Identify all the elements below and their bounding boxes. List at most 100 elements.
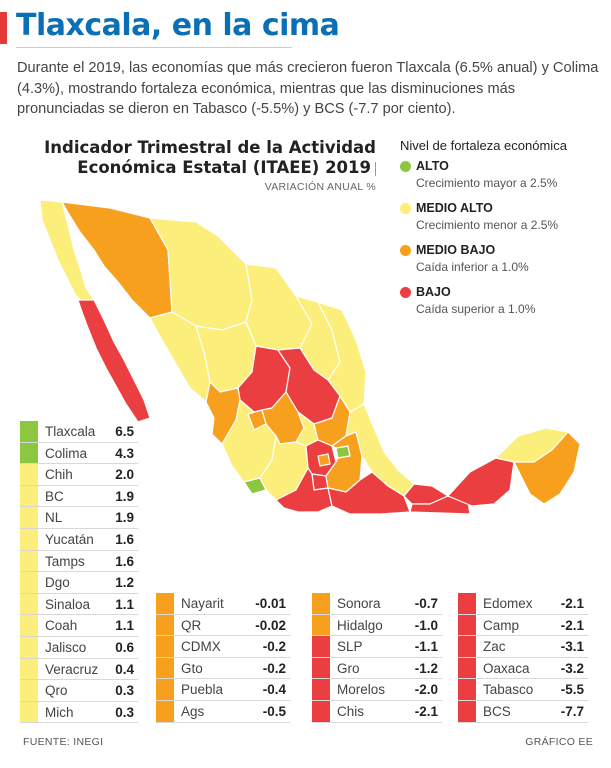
state-value: -0.2 — [262, 639, 286, 655]
table-row: Yucatán 1.6 — [20, 528, 138, 551]
state-value: -2.0 — [414, 682, 438, 698]
state-value: 2.0 — [115, 467, 134, 483]
state-name: Morelos — [337, 682, 386, 698]
level-swatch — [20, 636, 38, 658]
level-swatch — [20, 593, 38, 615]
state-name: Colima — [45, 445, 88, 461]
state-value: -1.0 — [414, 617, 438, 633]
legend-dot-medio-bajo-icon — [400, 245, 411, 256]
state-name: NL — [45, 510, 63, 526]
state-name: Chis — [337, 703, 365, 719]
state-name: Puebla — [181, 682, 224, 698]
state-name: Oaxaca — [483, 660, 530, 676]
level-swatch — [20, 680, 38, 701]
state-name: Mich — [45, 704, 74, 720]
map-state-camp — [447, 457, 515, 507]
map-state-bcs — [77, 299, 151, 423]
state-value: -3.2 — [560, 660, 584, 676]
legend-dot-bajo-icon — [400, 287, 411, 298]
state-name: Tlaxcala — [45, 424, 96, 439]
state-name: BC — [45, 488, 64, 504]
table-row: Nayarit -0.01 — [156, 593, 290, 615]
state-value: 0.4 — [115, 661, 134, 677]
table-row: Edomex -2.1 — [458, 593, 588, 615]
state-value: 0.6 — [115, 639, 134, 655]
level-swatch — [156, 593, 174, 614]
level-swatch — [156, 679, 174, 700]
legend: Nivel de fortaleza económica ALTO Crecim… — [400, 138, 605, 327]
intro-paragraph: Durante el 2019, las economías que más c… — [17, 60, 599, 117]
table-row: Ags -0.5 — [156, 700, 290, 723]
level-swatch — [458, 636, 476, 657]
state-value: 1.6 — [115, 531, 134, 547]
table-row: Gro -1.2 — [312, 657, 442, 680]
level-swatch — [20, 464, 38, 485]
table-row: Colima 4.3 — [20, 442, 138, 465]
state-value: -0.02 — [255, 617, 286, 633]
state-value: -0.7 — [414, 596, 438, 611]
state-value: -0.4 — [262, 682, 286, 698]
legend-title: Nivel de fortaleza económica — [400, 138, 567, 153]
state-value: 0.3 — [115, 704, 134, 720]
chart-title-divider — [375, 161, 376, 176]
legend-desc: Crecimiento menor a 2.5% — [416, 218, 559, 232]
table-row: Tamps 1.6 — [20, 550, 138, 573]
level-swatch — [156, 614, 174, 636]
table-row: Puebla -0.4 — [156, 679, 290, 701]
table-row: Tabasco -5.5 — [458, 679, 588, 701]
legend-item-medio-alto: MEDIO ALTO Crecimiento menor a 2.5% — [400, 201, 605, 243]
state-name: Gto — [181, 660, 203, 676]
state-name: Dgo — [45, 575, 70, 591]
headline-accent-bar — [0, 12, 7, 44]
level-swatch — [156, 657, 174, 679]
state-value: 1.1 — [115, 618, 134, 634]
level-swatch — [20, 421, 38, 442]
state-name: Edomex — [483, 596, 533, 611]
state-name: Nayarit — [181, 596, 224, 611]
table-row: Mich 0.3 — [20, 701, 138, 724]
state-value: -0.2 — [262, 660, 286, 676]
headline: Tlaxcala, en la cima — [16, 8, 340, 43]
table-row: BCS -7.7 — [458, 700, 588, 723]
table-row: Morelos -2.0 — [312, 679, 442, 701]
state-value: 1.2 — [115, 575, 134, 591]
table-row: Coah 1.1 — [20, 615, 138, 637]
level-swatch — [458, 593, 476, 614]
table-row: Sonora -0.7 — [312, 593, 442, 615]
state-value: -1.2 — [414, 660, 438, 676]
level-swatch — [20, 550, 38, 572]
legend-name: BAJO — [416, 285, 451, 299]
ranking-table-col-2: Nayarit -0.01 QR -0.02 CDMX -0.2 Gto -0.2 Puebla… — [156, 593, 290, 723]
mexico-map — [39, 199, 581, 515]
state-value: -0.5 — [262, 703, 286, 719]
legend-dot-alto-icon — [400, 161, 411, 172]
table-row: Camp -2.1 — [458, 614, 588, 637]
legend-desc: Caída superior a 1.0% — [416, 302, 536, 316]
state-name: Qro — [45, 683, 68, 699]
table-row: Chis -2.1 — [312, 700, 442, 723]
level-swatch — [458, 657, 476, 679]
table-row: Qro 0.3 — [20, 680, 138, 702]
table-row: Hidalgo -1.0 — [312, 614, 442, 637]
state-name: BCS — [483, 703, 511, 719]
table-row: Zac -3.1 — [458, 636, 588, 658]
state-value: -2.1 — [414, 703, 438, 719]
level-swatch — [312, 679, 330, 700]
ranking-table-col-3: Sonora -0.7 Hidalgo -1.0 SLP -1.1 Gro -1.2 Morel… — [312, 593, 442, 723]
table-row: Jalisco 0.6 — [20, 636, 138, 659]
level-swatch — [156, 636, 174, 657]
level-swatch — [20, 485, 38, 507]
state-name: Ags — [181, 703, 205, 719]
graphic-credit: GRÁFICO EE — [525, 736, 593, 748]
level-swatch — [20, 507, 38, 528]
table-row: Gto -0.2 — [156, 657, 290, 680]
state-value: -1.1 — [414, 639, 438, 655]
level-swatch — [458, 679, 476, 700]
table-row: Dgo 1.2 — [20, 572, 138, 594]
level-swatch — [20, 701, 38, 723]
level-swatch — [312, 700, 330, 722]
chart-title: Indicador Trimestral de la Actividad Eco… — [42, 138, 376, 178]
state-value: -2.1 — [560, 617, 584, 633]
table-row: NL 1.9 — [20, 507, 138, 529]
state-value: 1.9 — [115, 488, 134, 504]
